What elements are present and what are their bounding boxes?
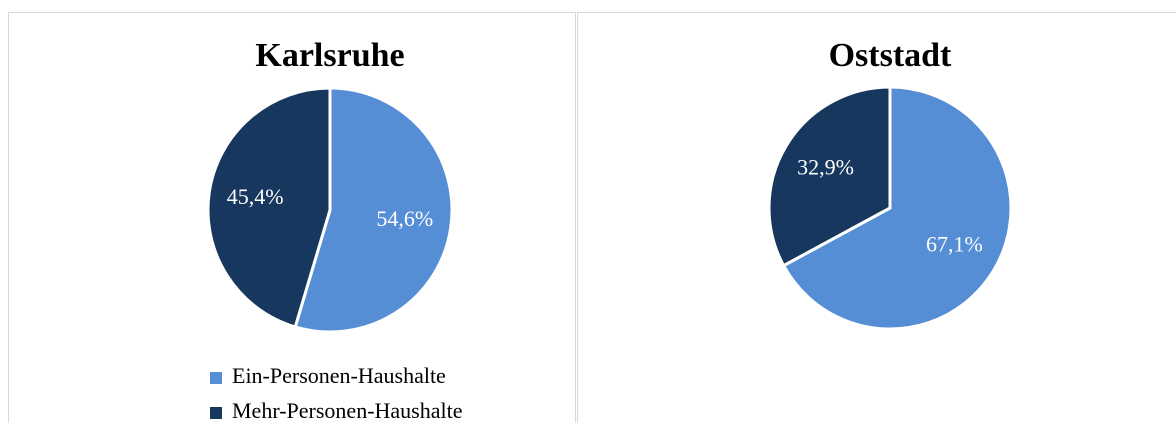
data-label: 32,9% (797, 155, 854, 180)
legend-label: Mehr-Personen-Haushalte (232, 398, 462, 423)
data-label: 54,6% (376, 206, 433, 231)
chart-title: Karlsruhe (255, 37, 404, 74)
data-label: 45,4% (227, 184, 284, 209)
legend-swatch (210, 407, 222, 419)
data-label: 67,1% (926, 231, 983, 256)
legend-swatch (210, 372, 222, 384)
chart-title: Oststadt (829, 37, 952, 74)
legend-label: Ein-Personen-Haushalte (232, 363, 446, 388)
